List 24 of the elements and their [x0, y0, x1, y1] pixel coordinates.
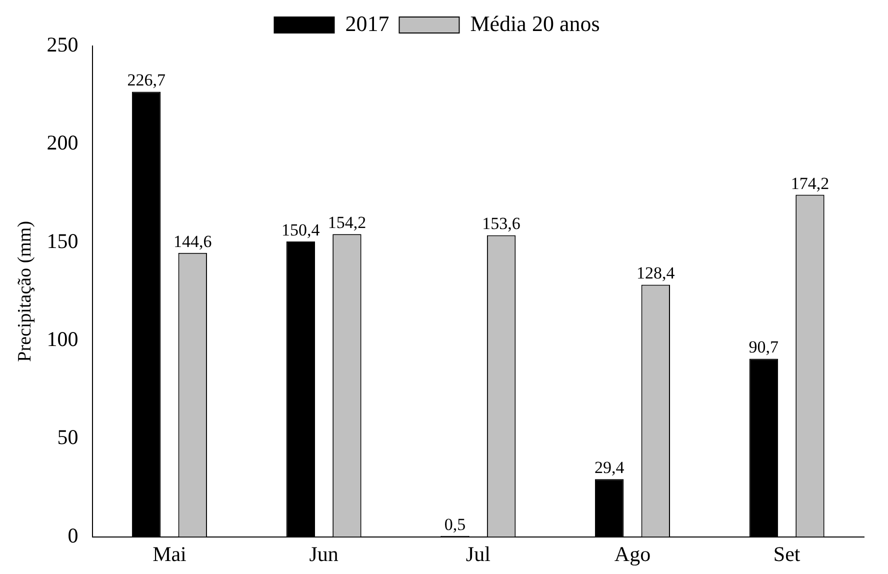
y-tick-label: 50	[57, 425, 78, 450]
x-tick-label: Set	[773, 542, 800, 566]
legend-label: 2017	[345, 10, 390, 36]
x-tick-label: Mai	[152, 542, 187, 566]
x-tick-label: Ago	[614, 542, 651, 566]
y-tick-label: 150	[46, 228, 78, 253]
y-axis-title: Precipitação (mm)	[14, 220, 36, 362]
x-tick-label: Jul	[466, 542, 491, 566]
data-label: 29,4	[594, 458, 625, 478]
data-label: 144,6	[173, 232, 212, 251]
y-tick-label: 100	[46, 326, 78, 351]
data-label: 154,2	[328, 213, 366, 232]
y-tick-label: 250	[46, 32, 78, 57]
y-tick-label: 200	[46, 130, 78, 155]
data-label: 174,2	[790, 174, 830, 193]
y-tick-label: 0	[68, 523, 78, 548]
data-label: 90,7	[748, 338, 780, 357]
legend-label: Média 20 anos	[470, 10, 600, 36]
data-label: 226,7	[127, 70, 166, 90]
data-label: 0,5	[444, 514, 466, 534]
data-label: 128,4	[636, 264, 676, 283]
data-label: 150,4	[282, 220, 320, 240]
x-tick-label: Jun	[309, 542, 339, 566]
data-label: 153,6	[482, 214, 520, 234]
